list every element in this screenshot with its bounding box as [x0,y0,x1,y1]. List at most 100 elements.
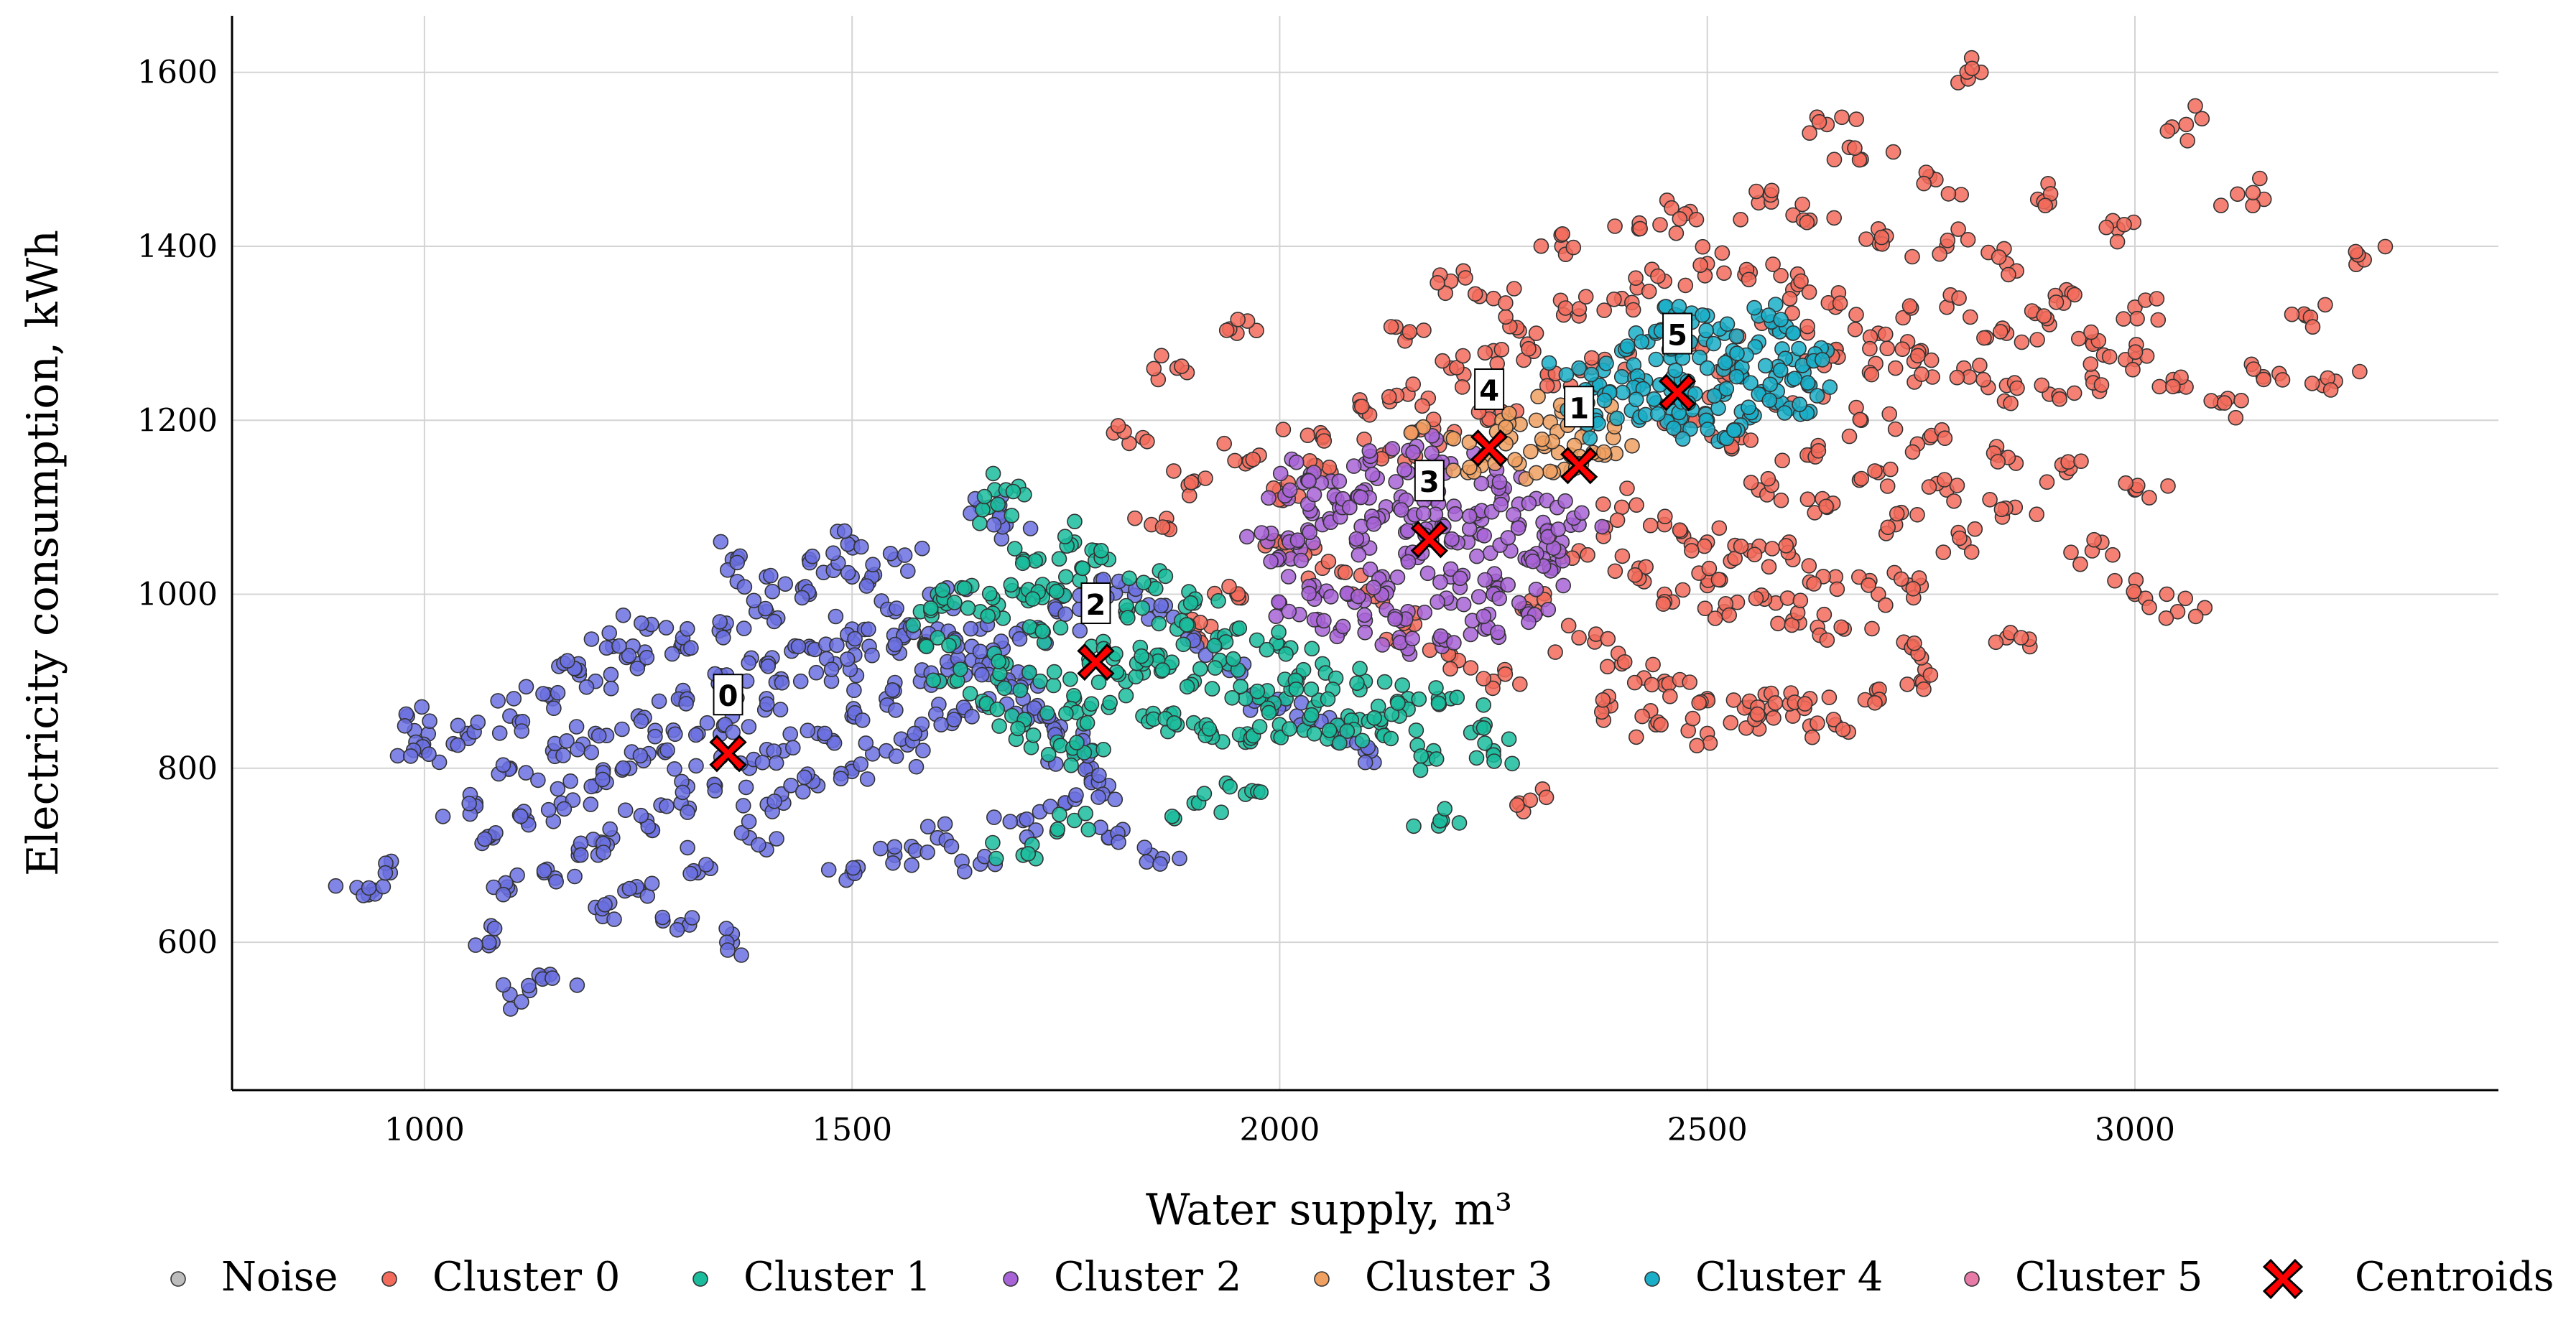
data-point [1889,506,1905,522]
data-point [1476,528,1492,544]
data-point [922,600,939,616]
data-point [1280,569,1297,585]
data-point [1428,680,1444,696]
data-point [658,620,675,636]
data-point [1668,225,1685,241]
data-point [1011,631,1028,647]
legend-marker [381,1271,397,1287]
data-point [1430,695,1447,712]
data-point [1504,755,1520,772]
data-point [1887,360,1904,376]
data-point [1880,519,1896,536]
data-point [688,758,704,774]
data-point [1475,608,1492,625]
data-point [1403,424,1419,441]
data-point [1861,577,1876,593]
data-point [1530,389,1546,405]
data-point [763,567,779,584]
data-point [1146,361,1162,377]
data-point [1595,496,1611,512]
data-point [794,590,810,606]
data-point [491,725,508,741]
data-point [1278,646,1294,662]
data-point [1616,653,1633,670]
x-tick-label: 1000 [384,1112,465,1148]
data-point [1306,486,1322,503]
centroid-label: 4 [1479,375,1499,408]
data-point [431,754,448,771]
data-point [853,539,869,555]
data-point [2036,308,2052,324]
data-point [1387,611,1403,627]
data-point [904,857,919,873]
data-point [1963,309,1978,325]
data-point [1282,482,1298,498]
data-point [675,784,691,801]
data-point [1454,379,1470,395]
data-point [684,910,700,926]
data-point [1695,307,1710,323]
data-point [555,748,571,763]
data-point [1154,662,1171,678]
data-point [1770,615,1786,632]
data-point [1362,561,1379,577]
data-point [1063,757,1079,773]
data-point [1672,522,1688,539]
data-point [1743,375,1759,391]
data-point [518,679,534,695]
data-point [1490,624,1506,641]
data-point [1528,581,1544,597]
data-point [1148,580,1164,597]
legend-label: Cluster 1 [743,1254,931,1301]
data-point [1268,608,1284,625]
x-tick-label: 1500 [812,1112,892,1148]
data-point [1691,694,1707,711]
data-point [947,595,963,610]
data-point [2150,312,2167,328]
data-point [1557,300,1574,316]
data-point [1350,588,1366,605]
data-point [1451,815,1468,831]
data-point [1757,358,1774,374]
data-point [1374,637,1391,653]
data-point [962,686,978,702]
data-point [1810,715,1825,731]
data-point [1271,624,1287,641]
data-point [1511,595,1527,611]
data-point [1697,600,1713,617]
data-point [1304,641,1320,657]
data-point [2177,590,2193,607]
data-point [741,719,757,735]
data-point [1779,590,1796,606]
data-point [2082,356,2099,372]
data-point [1666,420,1682,437]
data-point [1935,544,1952,560]
data-point [1251,719,1268,735]
data-point [2048,294,2065,310]
data-point [1655,596,1672,612]
data-point [1809,388,1825,404]
data-point [1467,286,1483,302]
data-point [1416,322,1432,338]
data-point [1628,497,1644,513]
data-point [1700,422,1716,437]
data-point [1916,681,1932,697]
data-point [2216,395,2233,411]
data-point [2151,378,2167,395]
centroid-marker [1658,373,1697,411]
data-point [1811,113,1827,130]
data-point [535,686,551,702]
data-point [1166,715,1182,731]
data-point [1134,600,1151,616]
data-point [540,801,557,818]
data-point [1417,604,1432,620]
data-point [790,638,807,655]
data-point [1801,284,1817,300]
data-point [1990,454,2006,470]
data-point [1152,856,1168,872]
data-point [1083,696,1100,712]
centroid-marker [709,735,747,773]
data-point [1685,710,1701,727]
data-point [817,725,833,742]
data-point [1446,635,1462,651]
